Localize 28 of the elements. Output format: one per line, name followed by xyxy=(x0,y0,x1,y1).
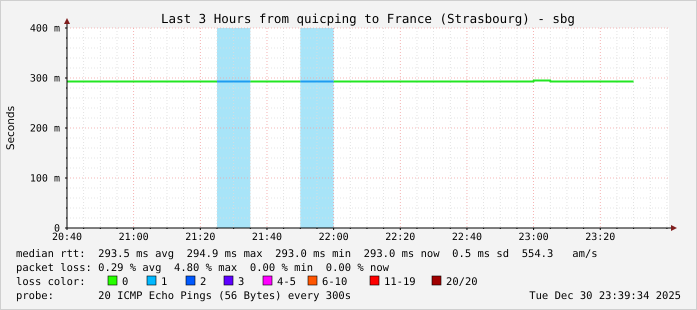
x-tick-label: 21:40 xyxy=(252,232,282,243)
y-tick-label: 100 m xyxy=(30,174,60,184)
y-tick-label: 200 m xyxy=(30,124,60,134)
text: median rtt: 293.5 ms avg 294.9 ms max 293.0 ms min 293.0 ms now 0.5 ms sd 554.3 am/s xyxy=(16,248,598,260)
text: Tue Dec 30 23:39:34 2025 xyxy=(529,290,681,302)
x-tick-label: 21:20 xyxy=(185,232,216,243)
chart-title: Last 3 Hours from quicping to France (Strasbourg) - sbg xyxy=(161,11,575,26)
x-tick-label: 23:00 xyxy=(518,232,549,243)
y-tick-label: 400 m xyxy=(30,24,60,34)
x-tick-label: 22:40 xyxy=(452,232,482,243)
y-axis-title: Seconds xyxy=(5,106,17,150)
text: packet loss: 0.29 % avg 4.80 % max 0.00 % min 0.00 % now xyxy=(16,262,390,274)
text: loss color: xyxy=(16,276,86,288)
y-tick-label: 300 m xyxy=(30,74,60,84)
text: 3 xyxy=(238,276,244,288)
text: probe: 20 ICMP Echo Pings (56 Bytes) every 300s xyxy=(16,290,352,302)
x-tick-label: 23:20 xyxy=(585,232,616,243)
text: 1 xyxy=(161,276,168,288)
text: 4-5 xyxy=(277,276,296,288)
text: 11-19 xyxy=(384,276,416,288)
text: 20/20 xyxy=(446,276,478,288)
x-tick-label: 21:00 xyxy=(118,232,149,243)
text: 2 xyxy=(200,276,206,288)
text: 0 xyxy=(122,276,128,288)
x-tick-label: 20:40 xyxy=(52,232,82,243)
x-tick-label: 22:00 xyxy=(318,232,349,243)
x-tick-label: 22:20 xyxy=(385,232,416,243)
text: 6-10 xyxy=(322,276,348,288)
